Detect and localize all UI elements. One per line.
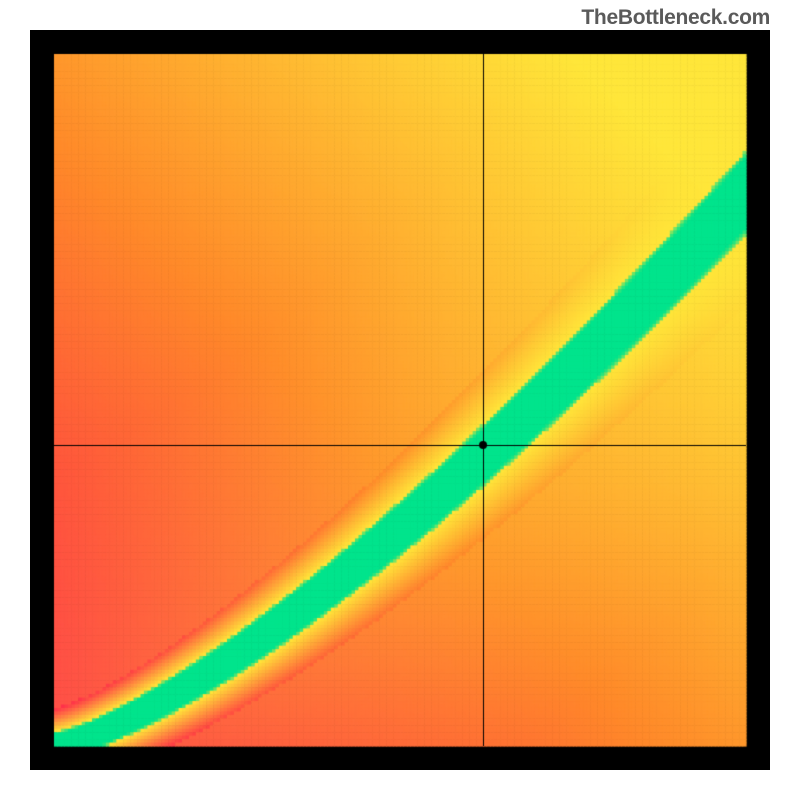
chart-container: TheBottleneck.com	[0, 0, 800, 800]
bottleneck-heatmap	[30, 30, 770, 770]
plot-frame	[30, 30, 770, 770]
attribution-label: TheBottleneck.com	[581, 6, 770, 30]
